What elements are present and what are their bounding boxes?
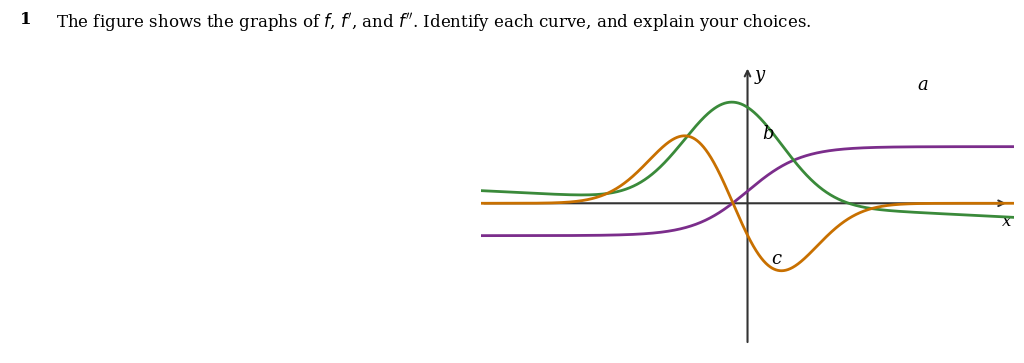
Text: The figure shows the graphs of $f$, $f'$, and $f''$. Identify each curve, and ex: The figure shows the graphs of $f$, $f'$… (56, 11, 812, 34)
Text: 1: 1 (20, 11, 32, 28)
Text: y: y (755, 66, 765, 84)
Text: x: x (1001, 213, 1012, 231)
Text: b: b (762, 125, 773, 143)
Text: c: c (772, 250, 782, 268)
Text: a: a (916, 76, 928, 94)
